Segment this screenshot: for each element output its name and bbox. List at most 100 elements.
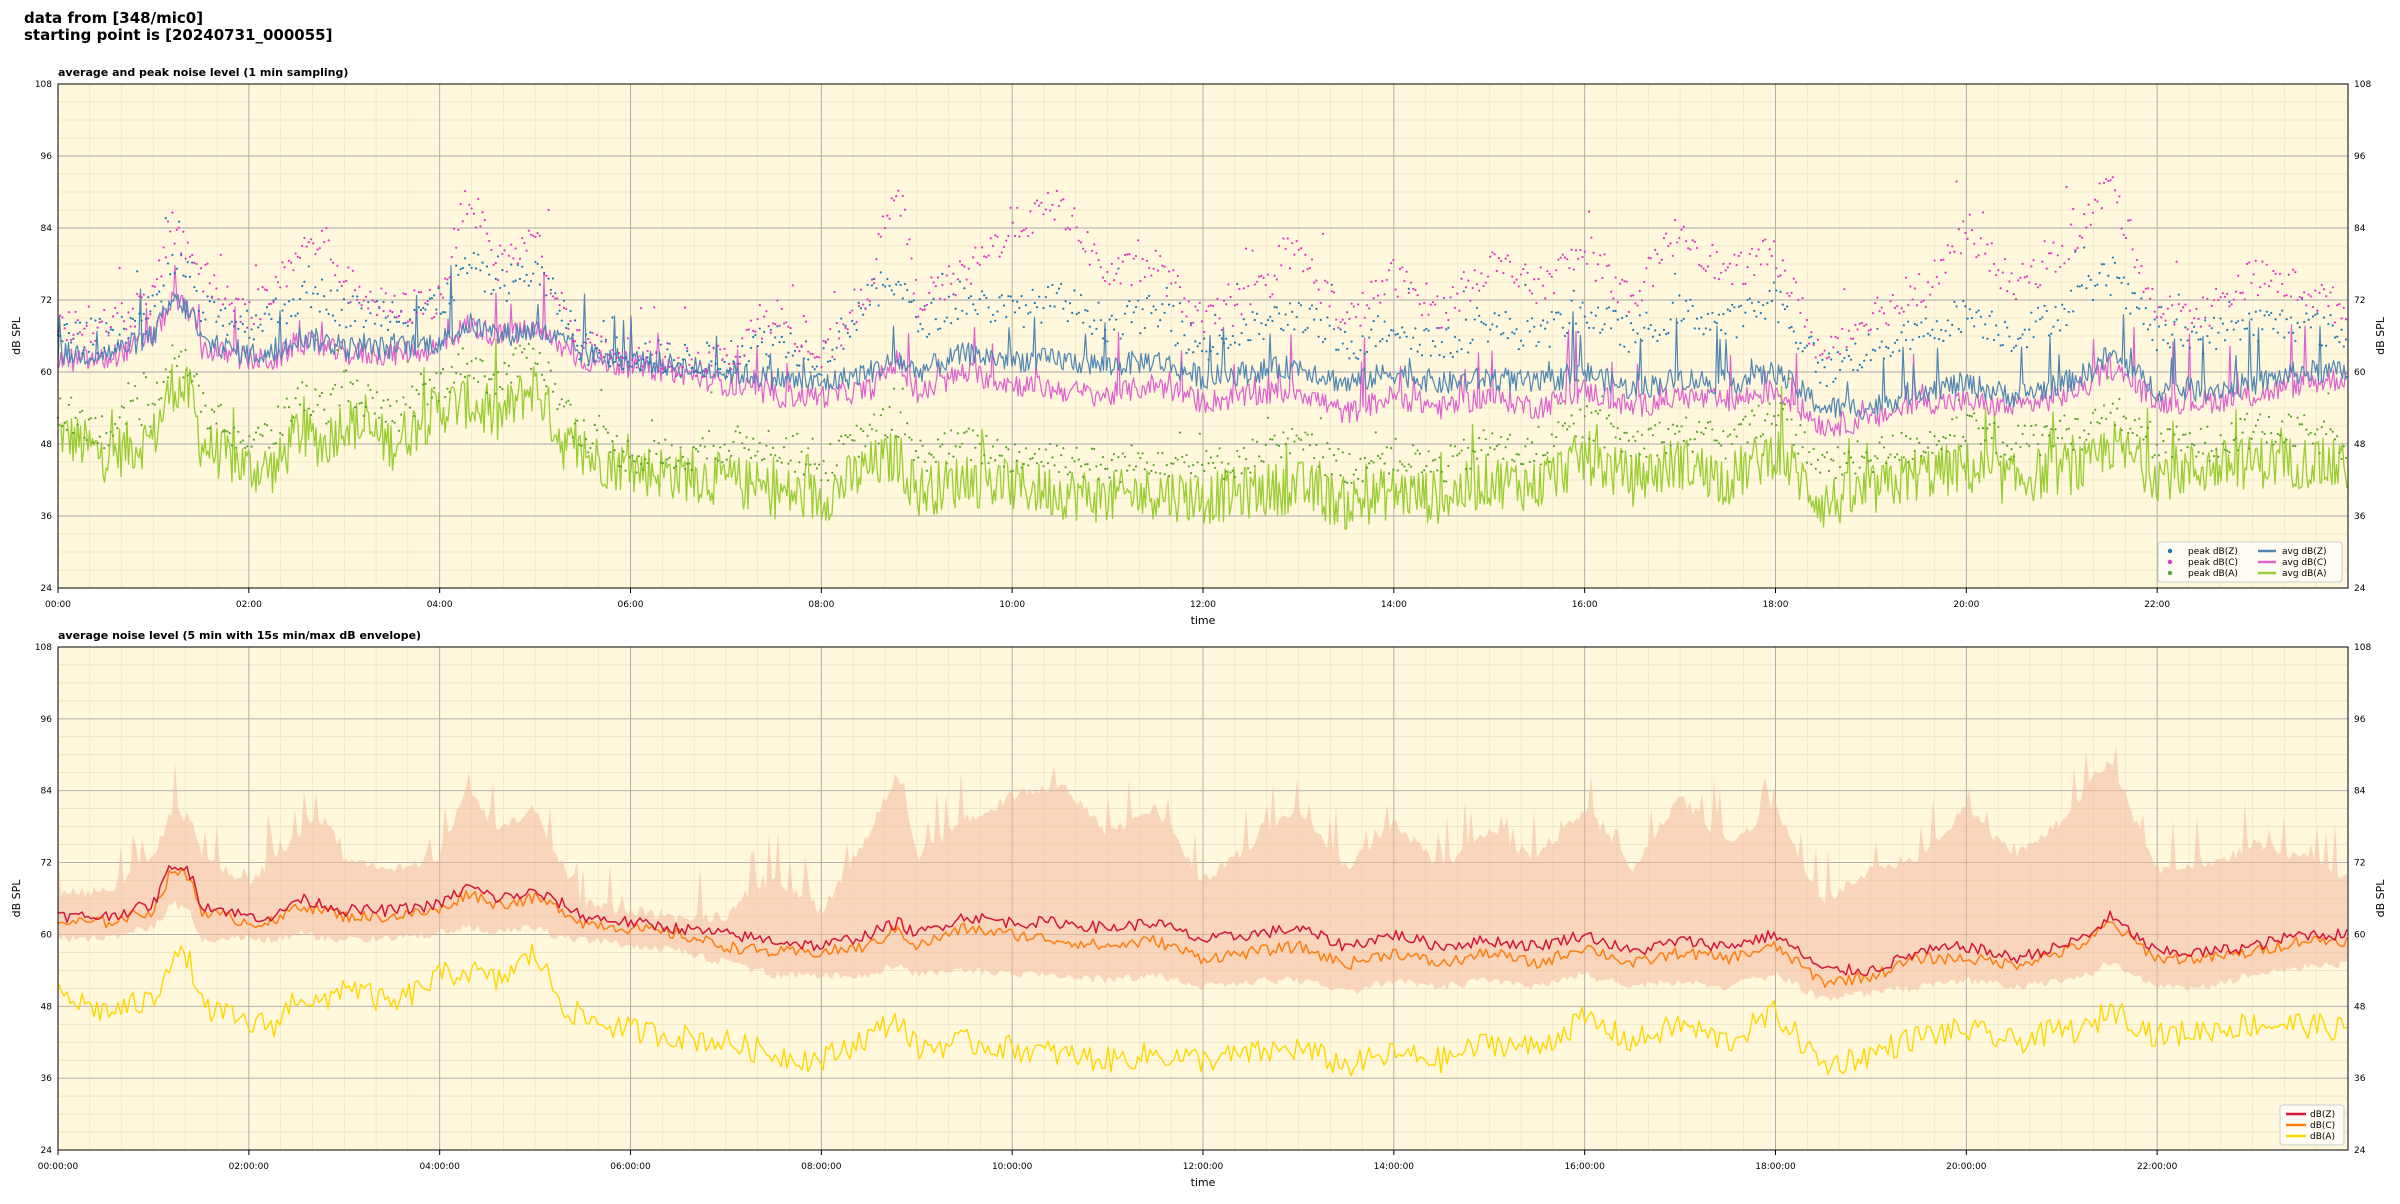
peak-point xyxy=(1759,263,1762,266)
peak-point xyxy=(1596,412,1600,415)
peak-point xyxy=(1222,342,1226,345)
peak-point xyxy=(309,413,313,417)
peak-point xyxy=(1592,326,1595,330)
peak-point xyxy=(164,256,167,259)
peak-point xyxy=(950,322,953,325)
peak-point xyxy=(974,246,977,249)
peak-point xyxy=(1673,272,1677,275)
peak-point xyxy=(1596,306,1600,309)
peak-point xyxy=(338,404,341,407)
peak-point xyxy=(1044,448,1047,451)
peak-point xyxy=(2063,307,2066,311)
peak-point xyxy=(1942,435,1945,439)
peak-point xyxy=(510,263,513,266)
peak-point xyxy=(994,234,997,237)
peak-point xyxy=(1915,437,1919,440)
peak-point xyxy=(1867,333,1870,336)
peak-point xyxy=(804,463,808,466)
peak-point xyxy=(1438,456,1441,459)
peak-point xyxy=(1920,300,1923,303)
peak-point xyxy=(1258,332,1261,336)
peak-point xyxy=(1143,468,1146,471)
peak-point xyxy=(793,342,797,345)
peak-point xyxy=(1865,451,1868,454)
peak-point xyxy=(936,276,940,279)
peak-point xyxy=(536,362,539,366)
peak-point xyxy=(2289,415,2293,418)
peak-point xyxy=(129,325,132,328)
peak-point xyxy=(2186,328,2189,331)
peak-point xyxy=(127,311,130,314)
peak-point xyxy=(2135,306,2139,309)
peak-point xyxy=(855,321,858,324)
peak-point xyxy=(967,427,970,430)
peak-point xyxy=(2021,333,2024,336)
peak-point xyxy=(1929,334,1932,337)
peak-point xyxy=(171,253,174,257)
peak-point xyxy=(840,435,843,438)
peak-point xyxy=(1137,299,1140,302)
peak-point xyxy=(1117,267,1120,270)
peak-point xyxy=(1744,311,1747,314)
peak-point xyxy=(1627,439,1630,442)
peak-point xyxy=(1280,456,1283,459)
peak-point xyxy=(835,464,838,467)
peak-point xyxy=(866,298,869,301)
peak-point xyxy=(160,300,163,303)
peak-point xyxy=(1841,473,1844,476)
peak-point xyxy=(1240,472,1243,475)
peak-point xyxy=(1693,240,1696,243)
peak-point xyxy=(842,323,845,326)
peak-point xyxy=(1731,283,1734,286)
peak-point xyxy=(809,352,812,355)
peak-point xyxy=(829,442,832,446)
peak-point xyxy=(637,346,640,350)
peak-point xyxy=(1427,450,1430,453)
peak-point xyxy=(1431,300,1435,304)
peak-point xyxy=(360,304,363,307)
peak-point xyxy=(1374,431,1377,434)
peak-point xyxy=(492,373,495,376)
peak-point xyxy=(1999,344,2002,347)
peak-point xyxy=(857,304,860,308)
peak-point xyxy=(2296,298,2299,301)
peak-point xyxy=(1724,269,1727,272)
peak-point xyxy=(1317,288,1320,291)
peak-point xyxy=(1077,239,1080,242)
peak-point xyxy=(976,434,979,437)
peak-point xyxy=(173,242,176,245)
peak-point xyxy=(727,370,731,373)
peak-point xyxy=(1451,454,1454,458)
peak-point xyxy=(1132,468,1135,471)
peak-point xyxy=(1046,285,1050,289)
peak-point xyxy=(1889,453,1892,456)
peak-point xyxy=(1515,453,1518,456)
peak-point xyxy=(180,254,183,257)
peak-point xyxy=(2127,219,2130,222)
peak-point xyxy=(2340,317,2343,320)
peak-point xyxy=(2294,444,2297,448)
peak-point xyxy=(1739,304,1743,307)
peak-point xyxy=(312,292,315,295)
peak-point xyxy=(1744,282,1747,285)
peak-point xyxy=(991,445,995,448)
peak-point xyxy=(1968,213,1971,216)
peak-point xyxy=(1871,348,1875,351)
peak-point xyxy=(1757,300,1760,304)
peak-point xyxy=(2307,293,2310,296)
peak-point xyxy=(529,233,533,236)
peak-point xyxy=(609,357,612,360)
peak-point xyxy=(1071,311,1074,314)
peak-point xyxy=(1299,247,1303,250)
peak-point xyxy=(1304,253,1307,256)
peak-point xyxy=(1869,359,1872,362)
peak-point xyxy=(1957,398,1960,402)
y-tick-label-right: 72 xyxy=(2354,296,2365,306)
peak-point xyxy=(1999,455,2002,458)
peak-point xyxy=(235,320,238,324)
peak-point xyxy=(336,289,339,292)
peak-point xyxy=(868,300,871,303)
peak-point xyxy=(681,358,684,361)
peak-point xyxy=(250,328,253,331)
peak-point xyxy=(1365,466,1369,469)
